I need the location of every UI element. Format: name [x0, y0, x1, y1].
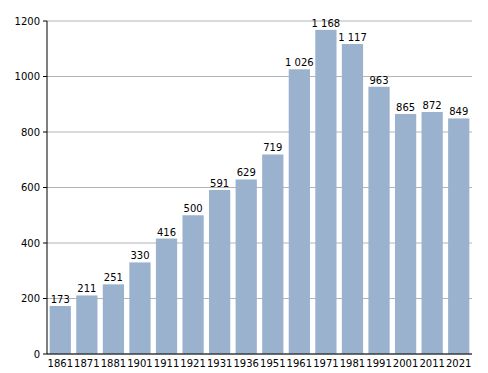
bar	[209, 190, 230, 354]
x-tick-label: 1931	[207, 358, 232, 369]
bar	[315, 30, 336, 354]
bar	[236, 179, 257, 354]
y-tick-label: 400	[21, 238, 40, 249]
bar	[448, 118, 469, 354]
bar	[262, 154, 283, 354]
data-label: 330	[130, 250, 149, 261]
bar	[395, 114, 416, 354]
x-tick-label: 1961	[287, 358, 312, 369]
x-tick-label: 1981	[340, 358, 365, 369]
bars	[50, 30, 470, 354]
bar	[368, 87, 389, 354]
x-tick-label: 1881	[101, 358, 126, 369]
bar	[129, 262, 150, 354]
y-tick	[43, 298, 47, 299]
data-label: 416	[157, 227, 176, 238]
data-label: 719	[263, 142, 282, 153]
x-tick-label: 1951	[260, 358, 285, 369]
x-tick-label: 1911	[154, 358, 179, 369]
x-tick-label: 1971	[313, 358, 338, 369]
data-label: 872	[423, 100, 442, 111]
x-tick-label: 1901	[127, 358, 152, 369]
x-tick-label: 2001	[393, 358, 418, 369]
bar	[182, 215, 203, 354]
data-label: 963	[369, 75, 388, 86]
x-tick-label: 2011	[419, 358, 444, 369]
y-tick	[43, 21, 47, 22]
data-label: 629	[237, 167, 256, 178]
y-tick-label: 600	[21, 182, 40, 193]
chart-container: 0 200 400 600 800 1000 1200 173 1861 211 1871 251 18…	[0, 0, 488, 373]
data-label: 211	[77, 283, 96, 294]
bar	[156, 239, 177, 354]
y-tick-label: 1000	[15, 71, 40, 82]
y-tick-label: 200	[21, 293, 40, 304]
y-tick-label: 1200	[15, 16, 40, 27]
y-tick	[43, 187, 47, 188]
y-tick	[43, 243, 47, 244]
data-label: 591	[210, 178, 229, 189]
data-label: 1 117	[338, 32, 367, 43]
bar	[289, 69, 310, 354]
grid-line	[47, 21, 472, 22]
y-tick	[43, 132, 47, 133]
data-label: 849	[449, 106, 468, 117]
x-tick-label: 1921	[180, 358, 205, 369]
chart: 0 200 400 600 800 1000 1200 173 1861 211 1871 251 18…	[0, 0, 488, 373]
data-label: 1 026	[285, 57, 314, 68]
bar	[50, 306, 71, 354]
y-tick	[43, 354, 47, 355]
x-tick-label: 1861	[48, 358, 73, 369]
bar	[103, 284, 124, 354]
data-label: 173	[51, 294, 70, 305]
y-axis	[47, 21, 48, 354]
data-label: 865	[396, 102, 415, 113]
x-tick-label: 1991	[366, 358, 391, 369]
y-tick-label: 0	[34, 349, 40, 360]
bar	[342, 44, 363, 354]
grid-line	[47, 354, 472, 355]
y-tick-label: 800	[21, 127, 40, 138]
data-label: 251	[104, 272, 123, 283]
bar	[76, 295, 97, 354]
x-tick-label: 1871	[74, 358, 99, 369]
grid-line	[47, 76, 472, 77]
x-tick-label: 1936	[233, 358, 258, 369]
x-tick-label: 2021	[446, 358, 471, 369]
bar	[422, 112, 443, 354]
data-label: 500	[184, 203, 203, 214]
x-axis	[47, 354, 472, 355]
y-tick	[43, 76, 47, 77]
data-label: 1 168	[312, 18, 341, 29]
labels: 173 1861 211 1871 251 1881 330 1901 416 1911 500 19…	[48, 18, 472, 369]
